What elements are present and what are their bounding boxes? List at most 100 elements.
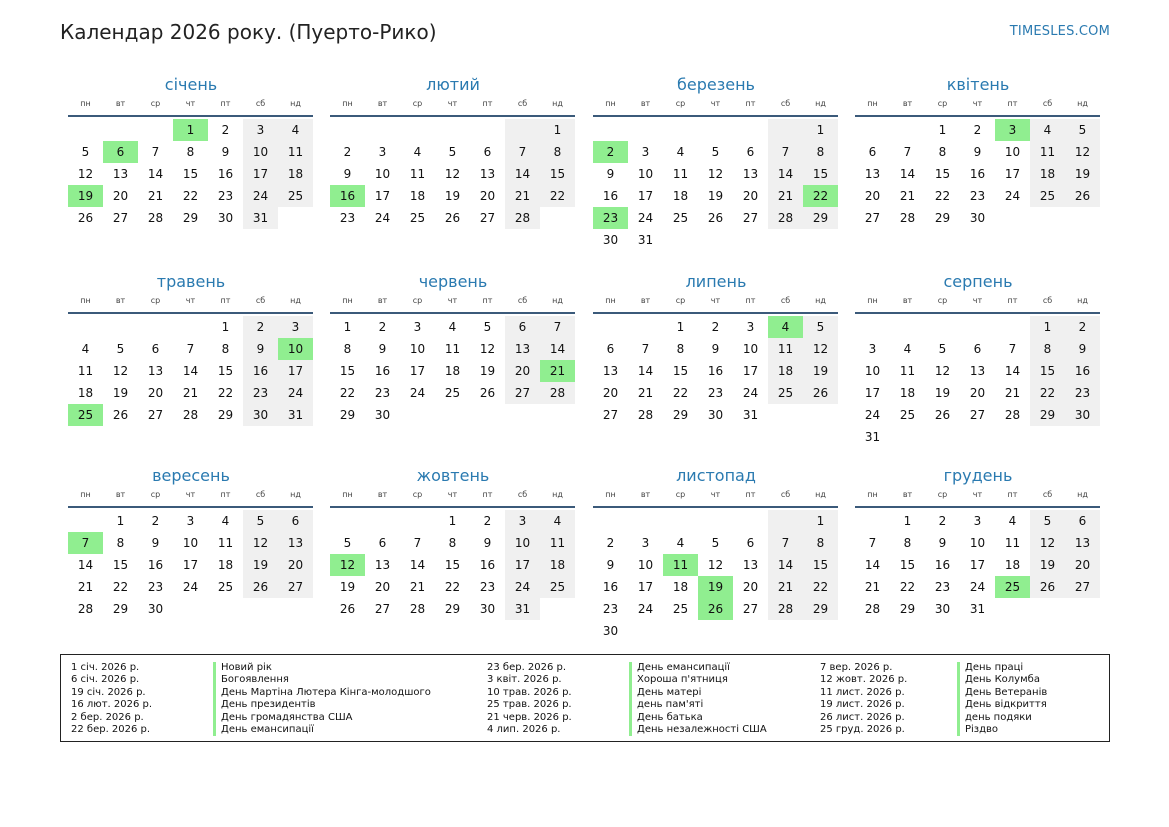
day-cell[interactable]: 15 <box>540 163 575 185</box>
day-cell[interactable]: 5 <box>1065 119 1100 141</box>
day-cell[interactable]: 28 <box>768 207 803 229</box>
day-cell[interactable]: 18 <box>540 554 575 576</box>
day-cell[interactable]: 26 <box>243 576 278 598</box>
day-cell[interactable]: 5 <box>343 536 352 550</box>
day-cell[interactable]: 15 <box>803 554 838 576</box>
day-cell[interactable]: 10 <box>409 342 426 356</box>
day-cell[interactable]: 11 <box>899 364 916 378</box>
day-cell[interactable]: 19 <box>444 189 461 203</box>
day-cell[interactable]: 20 <box>147 386 164 400</box>
day-cell[interactable]: 12 <box>803 338 838 360</box>
day-cell[interactable]: 11 <box>444 342 461 356</box>
holiday-day-cell[interactable]: 23 <box>593 207 628 229</box>
day-cell[interactable]: 15 <box>112 558 129 572</box>
day-cell[interactable]: 20 <box>1065 554 1100 576</box>
day-cell[interactable]: 24 <box>742 386 759 400</box>
day-cell[interactable]: 4 <box>1030 119 1065 141</box>
day-cell[interactable]: 19 <box>707 189 724 203</box>
day-cell[interactable]: 10 <box>505 532 540 554</box>
day-cell[interactable]: 30 <box>969 211 986 225</box>
day-cell[interactable]: 5 <box>483 320 492 334</box>
day-cell[interactable]: 16 <box>707 364 724 378</box>
holiday-day-cell[interactable]: 1 <box>173 119 208 141</box>
holiday-day-cell[interactable]: 19 <box>68 185 103 207</box>
day-cell[interactable]: 15 <box>803 163 838 185</box>
day-cell[interactable]: 21 <box>768 576 803 598</box>
day-cell[interactable]: 14 <box>637 364 654 378</box>
day-cell[interactable]: 28 <box>864 602 881 616</box>
day-cell[interactable]: 29 <box>672 408 689 422</box>
day-cell[interactable]: 12 <box>1030 532 1065 554</box>
day-cell[interactable]: 19 <box>479 364 496 378</box>
day-cell[interactable]: 9 <box>343 167 352 181</box>
day-cell[interactable]: 6 <box>483 145 492 159</box>
day-cell[interactable]: 28 <box>77 602 94 616</box>
day-cell[interactable]: 1 <box>116 514 125 528</box>
day-cell[interactable]: 3 <box>413 320 422 334</box>
day-cell[interactable]: 9 <box>151 536 160 550</box>
day-cell[interactable]: 29 <box>444 602 461 616</box>
day-cell[interactable]: 13 <box>1065 532 1100 554</box>
holiday-day-cell[interactable]: 21 <box>540 360 575 382</box>
day-cell[interactable]: 15 <box>339 364 356 378</box>
day-cell[interactable]: 28 <box>899 211 916 225</box>
day-cell[interactable]: 26 <box>112 408 129 422</box>
day-cell[interactable]: 4 <box>1008 514 1017 528</box>
day-cell[interactable]: 13 <box>864 167 881 181</box>
holiday-day-cell[interactable]: 10 <box>278 338 313 360</box>
day-cell[interactable]: 30 <box>374 408 391 422</box>
day-cell[interactable]: 18 <box>1004 558 1021 572</box>
day-cell[interactable]: 18 <box>1030 163 1065 185</box>
day-cell[interactable]: 3 <box>746 320 755 334</box>
day-cell[interactable]: 11 <box>1030 141 1065 163</box>
day-cell[interactable]: 25 <box>768 382 803 404</box>
day-cell[interactable]: 23 <box>602 602 619 616</box>
holiday-day-cell[interactable]: 6 <box>103 141 138 163</box>
day-cell[interactable]: 22 <box>112 580 129 594</box>
day-cell[interactable]: 30 <box>243 404 278 426</box>
day-cell[interactable]: 26 <box>803 382 838 404</box>
day-cell[interactable]: 28 <box>1004 408 1021 422</box>
day-cell[interactable]: 4 <box>540 510 575 532</box>
day-cell[interactable]: 3 <box>243 119 278 141</box>
day-cell[interactable]: 23 <box>1065 382 1100 404</box>
day-cell[interactable]: 4 <box>448 320 457 334</box>
day-cell[interactable]: 7 <box>151 145 160 159</box>
day-cell[interactable]: 13 <box>602 364 619 378</box>
day-cell[interactable]: 20 <box>278 554 313 576</box>
day-cell[interactable]: 17 <box>278 360 313 382</box>
day-cell[interactable]: 30 <box>217 211 234 225</box>
day-cell[interactable]: 24 <box>637 602 654 616</box>
day-cell[interactable]: 18 <box>444 364 461 378</box>
day-cell[interactable]: 6 <box>151 342 160 356</box>
day-cell[interactable]: 3 <box>378 145 387 159</box>
day-cell[interactable]: 21 <box>768 185 803 207</box>
day-cell[interactable]: 24 <box>243 185 278 207</box>
day-cell[interactable]: 22 <box>1030 382 1065 404</box>
day-cell[interactable]: 13 <box>374 558 391 572</box>
day-cell[interactable]: 19 <box>1065 163 1100 185</box>
day-cell[interactable]: 18 <box>217 558 234 572</box>
day-cell[interactable]: 5 <box>81 145 90 159</box>
day-cell[interactable]: 26 <box>77 211 94 225</box>
day-cell[interactable]: 3 <box>641 536 650 550</box>
day-cell[interactable]: 2 <box>1065 316 1100 338</box>
holiday-day-cell[interactable]: 2 <box>593 141 628 163</box>
day-cell[interactable]: 12 <box>479 342 496 356</box>
day-cell[interactable]: 19 <box>339 580 356 594</box>
day-cell[interactable]: 18 <box>768 360 803 382</box>
day-cell[interactable]: 25 <box>899 408 916 422</box>
day-cell[interactable]: 14 <box>182 364 199 378</box>
day-cell[interactable]: 2 <box>938 514 947 528</box>
day-cell[interactable]: 29 <box>899 602 916 616</box>
day-cell[interactable]: 10 <box>742 342 759 356</box>
day-cell[interactable]: 6 <box>378 536 387 550</box>
day-cell[interactable]: 27 <box>742 602 759 616</box>
day-cell[interactable]: 8 <box>116 536 125 550</box>
day-cell[interactable]: 14 <box>1004 364 1021 378</box>
day-cell[interactable]: 27 <box>278 576 313 598</box>
day-cell[interactable]: 16 <box>602 189 619 203</box>
day-cell[interactable]: 9 <box>606 558 615 572</box>
day-cell[interactable]: 13 <box>969 364 986 378</box>
day-cell[interactable]: 16 <box>243 360 278 382</box>
